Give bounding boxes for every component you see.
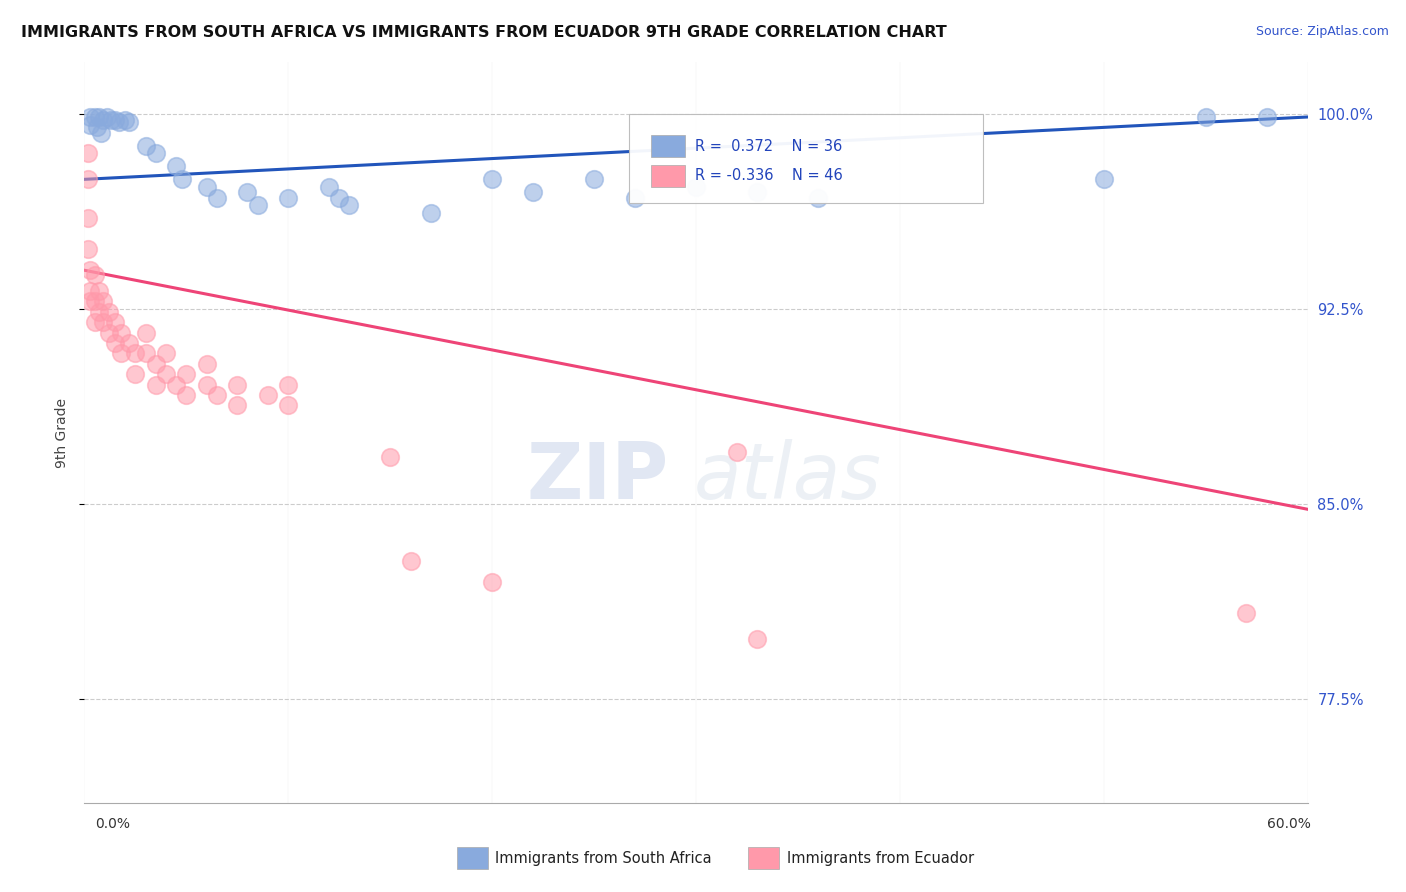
FancyBboxPatch shape <box>628 114 983 203</box>
Point <box>79 263 101 277</box>
Point <box>86 120 108 135</box>
Point <box>91 112 114 127</box>
Point <box>481 574 503 589</box>
Point <box>725 445 748 459</box>
Point <box>145 146 167 161</box>
Point <box>114 112 136 127</box>
Point <box>195 180 218 194</box>
Text: R = -0.336    N = 46: R = -0.336 N = 46 <box>695 169 842 183</box>
Point <box>145 377 167 392</box>
Point <box>77 146 100 161</box>
Point <box>420 206 443 220</box>
Y-axis label: 9th Grade: 9th Grade <box>55 398 69 467</box>
Point <box>91 315 114 329</box>
Point <box>104 315 127 329</box>
Point <box>118 115 141 129</box>
FancyBboxPatch shape <box>651 135 685 157</box>
Point <box>277 398 299 412</box>
Point <box>77 243 100 257</box>
Point <box>97 305 120 319</box>
Point <box>174 388 197 402</box>
Point <box>135 346 157 360</box>
Point <box>87 284 110 298</box>
Point <box>104 112 127 127</box>
Text: R =  0.372    N = 36: R = 0.372 N = 36 <box>695 138 842 153</box>
Text: Source: ZipAtlas.com: Source: ZipAtlas.com <box>1256 25 1389 38</box>
Point <box>124 367 146 381</box>
Point <box>79 110 101 124</box>
Point <box>77 172 100 186</box>
Point <box>155 346 177 360</box>
Point <box>145 357 167 371</box>
Text: IMMIGRANTS FROM SOUTH AFRICA VS IMMIGRANTS FROM ECUADOR 9TH GRADE CORRELATION CH: IMMIGRANTS FROM SOUTH AFRICA VS IMMIGRAN… <box>21 25 946 40</box>
Point <box>135 326 157 340</box>
Point <box>108 115 131 129</box>
Text: ZIP: ZIP <box>527 439 669 515</box>
Point <box>155 367 177 381</box>
Point <box>1092 172 1115 186</box>
Point <box>90 126 112 140</box>
Text: Immigrants from Ecuador: Immigrants from Ecuador <box>787 851 974 865</box>
Point <box>236 186 259 200</box>
Point <box>87 110 110 124</box>
Point <box>318 180 340 194</box>
Point <box>172 172 194 186</box>
Point <box>277 190 299 204</box>
Text: Immigrants from South Africa: Immigrants from South Africa <box>495 851 711 865</box>
Point <box>328 190 350 204</box>
Point <box>83 110 105 124</box>
Point <box>807 190 830 204</box>
Point <box>481 172 503 186</box>
Point <box>380 450 402 465</box>
Point <box>79 118 101 132</box>
Point <box>118 336 141 351</box>
Point <box>205 190 228 204</box>
Point <box>83 315 105 329</box>
Point <box>205 388 228 402</box>
Point <box>1256 110 1278 124</box>
Point <box>226 398 249 412</box>
Point <box>226 377 249 392</box>
Point <box>77 211 100 226</box>
Point <box>124 346 146 360</box>
Point <box>87 305 110 319</box>
Point <box>79 284 101 298</box>
Text: atlas: atlas <box>693 439 882 515</box>
Point <box>195 357 218 371</box>
Point <box>624 190 647 204</box>
Text: 0.0%: 0.0% <box>96 817 131 831</box>
Point <box>96 110 118 124</box>
Point <box>165 159 187 173</box>
Point <box>97 326 120 340</box>
Point <box>165 377 187 392</box>
Point <box>104 336 127 351</box>
Point <box>257 388 280 402</box>
Point <box>277 377 299 392</box>
Point <box>110 326 132 340</box>
Point <box>135 138 157 153</box>
Point <box>83 268 105 283</box>
Point <box>1236 606 1258 620</box>
Point <box>83 294 105 309</box>
Point <box>246 198 269 212</box>
Point <box>174 367 197 381</box>
Point <box>685 180 707 194</box>
Point <box>747 632 769 647</box>
Point <box>339 198 361 212</box>
Point <box>522 186 544 200</box>
Point <box>79 294 101 309</box>
Point <box>100 112 122 127</box>
Text: 60.0%: 60.0% <box>1267 817 1310 831</box>
Point <box>1195 110 1218 124</box>
Point <box>583 172 606 186</box>
Point <box>399 554 422 568</box>
Point <box>747 186 769 200</box>
Point <box>110 346 132 360</box>
Point <box>195 377 218 392</box>
FancyBboxPatch shape <box>651 165 685 186</box>
Point <box>91 294 114 309</box>
